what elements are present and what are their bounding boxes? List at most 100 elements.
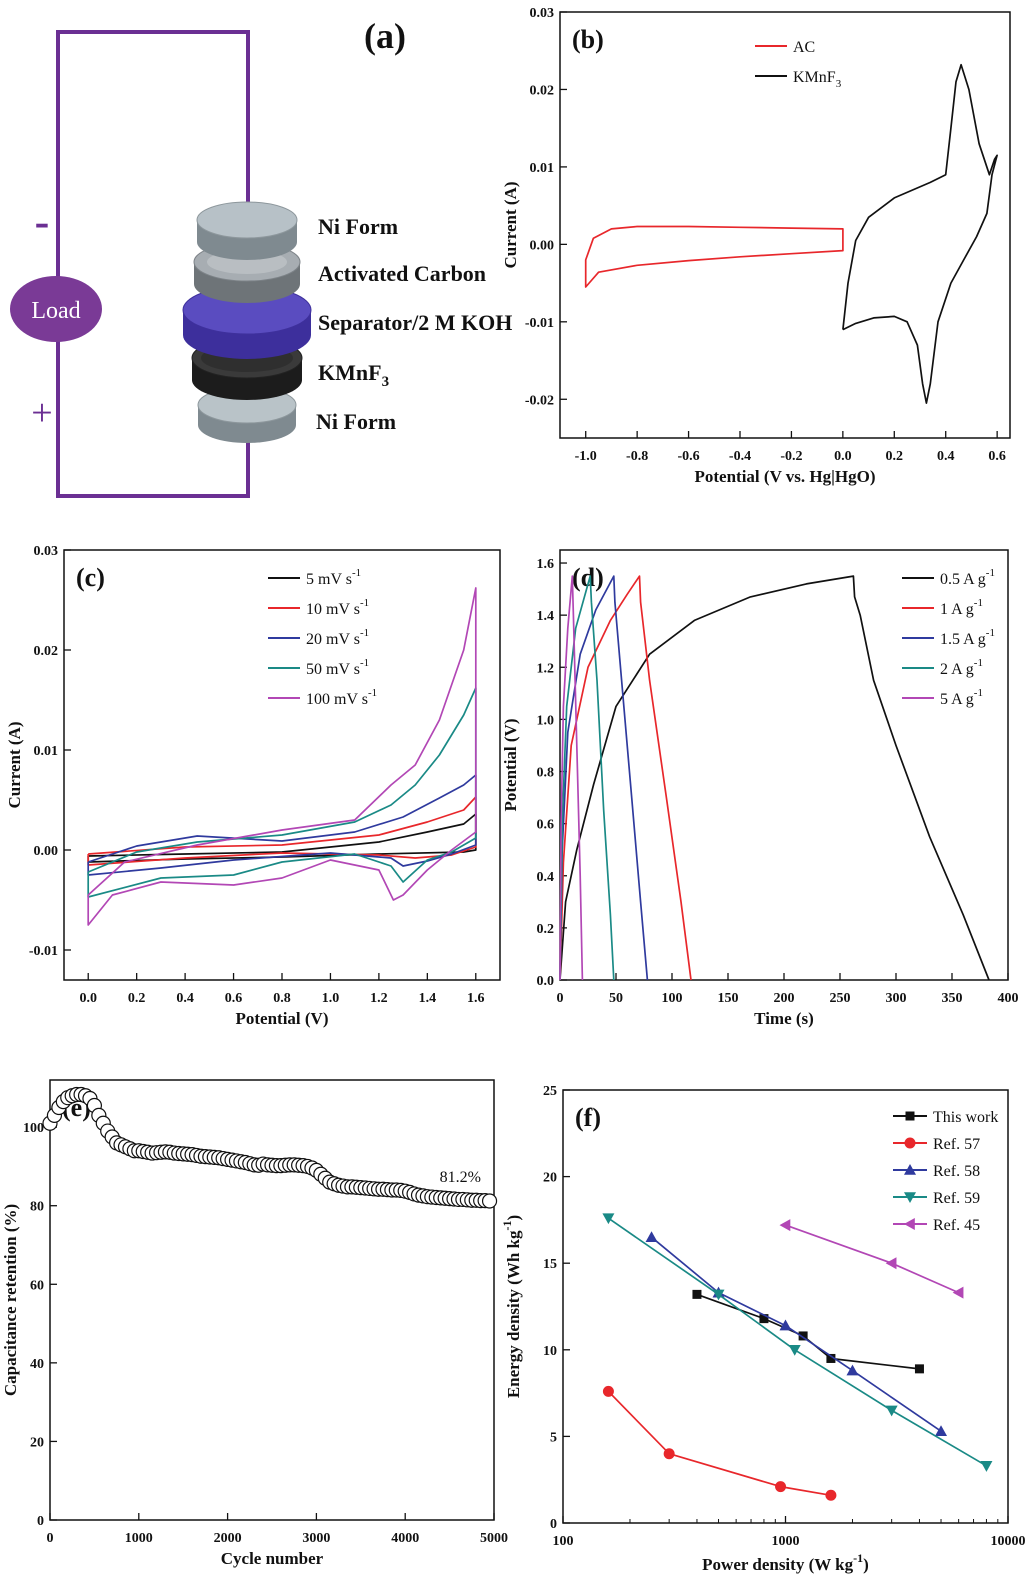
plot-frame xyxy=(49,1079,495,1521)
series-line xyxy=(607,1390,832,1497)
y-tick-label: 1.6 xyxy=(537,557,555,572)
x-tick-label: 0.4 xyxy=(937,449,955,464)
x-tick-label: 0.8 xyxy=(273,991,291,1006)
marker-circle xyxy=(825,1489,837,1501)
x-tick-label: 10000 xyxy=(991,1534,1026,1549)
x-tick-label: 0 xyxy=(47,1531,54,1546)
load-label: Load xyxy=(31,298,80,324)
marker-square xyxy=(798,1331,808,1341)
legend-label: 50 mV s-1 xyxy=(306,657,369,678)
marker-square xyxy=(692,1289,702,1299)
y-tick-label: 0.4 xyxy=(537,870,555,885)
plot-frame xyxy=(63,549,501,981)
x-tick-label: -0.8 xyxy=(626,449,648,464)
y-tick-label: 1.0 xyxy=(537,713,555,728)
marker-triangle-down xyxy=(602,1213,615,1225)
y-tick-label: 100 xyxy=(23,1121,44,1136)
series-line xyxy=(842,63,998,404)
legend-label: KMnF3 xyxy=(793,69,842,90)
legend-label: Ref. 45 xyxy=(933,1217,980,1234)
y-tick-label: 0.6 xyxy=(537,818,555,833)
panel-label: (d) xyxy=(572,563,604,592)
legend-label: 5 mV s-1 xyxy=(306,567,361,588)
legend-label: 100 mV s-1 xyxy=(306,687,377,708)
marker-circle xyxy=(904,1137,916,1149)
y-tick-label: 5 xyxy=(550,1430,557,1445)
chart-panel-c: 0.0 0.2 0.4 0.6 0.8 1.0 1.2 1.4 1.6 -0.01 0.00 0.01… xyxy=(5,544,501,1028)
y-tick-label: 25 xyxy=(543,1084,557,1099)
x-tick-label: 1.4 xyxy=(419,991,437,1006)
panel-label: (b) xyxy=(572,25,604,54)
load-element xyxy=(10,276,102,342)
marker-triangle-left xyxy=(904,1218,915,1230)
chart-panel-e: 0 1000 2000 3000 4000 5000 0 20 40 60 80 100 Cycle n… xyxy=(1,1079,508,1568)
marker-square xyxy=(759,1314,769,1324)
x-tick-label: 0.2 xyxy=(128,991,146,1006)
legend-label: 1.5 A g-1 xyxy=(940,627,995,648)
y-tick-label: 40 xyxy=(30,1357,44,1372)
y-tick-label: 0.0 xyxy=(537,974,555,989)
marker-triangle-down xyxy=(980,1461,993,1472)
legend-label: 1 A g-1 xyxy=(940,597,983,618)
legend-label: AC xyxy=(793,39,815,56)
x-tick-label: 50 xyxy=(609,991,623,1006)
x-tick-label: 0.4 xyxy=(176,991,194,1006)
layer-label-ni-foam-bottom: Ni Form xyxy=(316,409,396,434)
plot-frame xyxy=(562,1089,1009,1524)
y-tick-label: 20 xyxy=(543,1171,557,1186)
plot-frame xyxy=(559,11,1011,439)
y-tick-label: 0.03 xyxy=(34,544,59,559)
marker-square xyxy=(905,1111,915,1121)
series-line xyxy=(87,796,477,866)
legend-label: 0.5 A g-1 xyxy=(940,567,995,588)
panel-a-schematic: (a) Load - + Ni Form Activate xyxy=(10,16,512,498)
marker-triangle-left xyxy=(952,1286,964,1299)
y-tick-label: 60 xyxy=(30,1278,44,1293)
y-axis-label: Current (A) xyxy=(5,721,24,808)
x-tick-label: 400 xyxy=(998,991,1019,1006)
x-tick-label: 0.6 xyxy=(225,991,243,1006)
series-line xyxy=(584,225,844,288)
y-tick-label: -0.02 xyxy=(525,393,554,408)
y-tick-label: -0.01 xyxy=(29,944,58,959)
legend-label: Ref. 59 xyxy=(933,1190,980,1207)
y-axis-label: Energy density (Wh kg-1) xyxy=(500,1215,523,1398)
marker-triangle-up xyxy=(904,1164,916,1175)
x-tick-label: -0.6 xyxy=(677,449,699,464)
y-tick-label: 0.8 xyxy=(537,766,555,781)
x-tick-label: 1.0 xyxy=(322,991,340,1006)
chart-panel-f: 100 1000 10000 0 5 10 15 20 25 Power density (W k… xyxy=(500,1084,1026,1574)
marker-square xyxy=(914,1364,924,1374)
chart-panel-d: 0 50 100 150 200 250 300 350 400 0.0 0.2 0.4 0.6 0.8 1… xyxy=(501,549,1019,1028)
x-tick-label: 2000 xyxy=(214,1531,242,1546)
marker-circle xyxy=(602,1385,614,1397)
y-tick-label: 0.02 xyxy=(34,644,59,659)
marker-triangle-down xyxy=(788,1345,801,1356)
x-tick-label: 1000 xyxy=(125,1531,153,1546)
y-tick-label: 1.2 xyxy=(537,661,555,676)
y-tick-label: 80 xyxy=(30,1200,44,1215)
marker-triangle-up xyxy=(779,1319,792,1331)
x-tick-label: 250 xyxy=(830,991,851,1006)
x-tick-label: 1000 xyxy=(772,1534,800,1549)
layer-label-kmnf3: KMnF3 xyxy=(318,360,389,390)
x-tick-label: 0.0 xyxy=(834,449,852,464)
marker-triangle-up xyxy=(846,1364,859,1376)
x-tick-label: -0.2 xyxy=(780,449,802,464)
marker-circle xyxy=(663,1448,675,1460)
data-point xyxy=(481,1193,498,1209)
marker-triangle-down xyxy=(885,1405,898,1417)
x-axis-label: Cycle number xyxy=(221,1549,324,1568)
y-axis-label: Current (A) xyxy=(501,181,520,268)
x-tick-label: 350 xyxy=(942,991,963,1006)
minus-sign: - xyxy=(35,197,50,246)
y-tick-label: 15 xyxy=(543,1257,557,1272)
x-tick-label: 0.2 xyxy=(886,449,904,464)
x-axis-label: Potential (V vs. Hg|HgO) xyxy=(695,467,876,486)
legend-label: 10 mV s-1 xyxy=(306,597,369,618)
x-tick-label: 3000 xyxy=(302,1531,330,1546)
legend-label: Ref. 57 xyxy=(933,1136,980,1153)
y-tick-label: -0.01 xyxy=(525,316,554,331)
marker-circle xyxy=(775,1481,787,1493)
